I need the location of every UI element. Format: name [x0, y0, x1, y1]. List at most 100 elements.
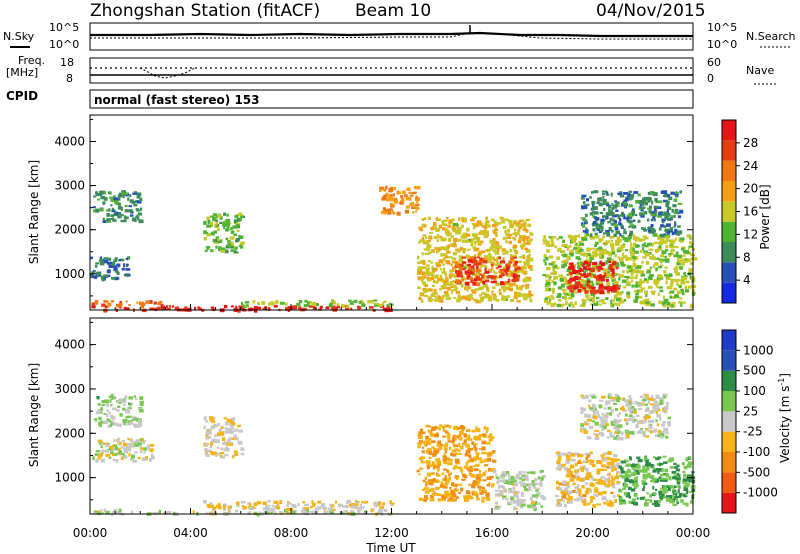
velocity-cell [635, 418, 638, 422]
velocity-cell [357, 509, 361, 514]
power-cell [542, 239, 548, 242]
velocity-cell [668, 497, 673, 501]
velocity-cell [625, 422, 629, 425]
power-cell [103, 259, 108, 264]
power-cell [495, 282, 500, 286]
velocity-cell [646, 415, 651, 419]
velocity-cell [134, 397, 138, 400]
power-cell [629, 247, 634, 250]
velocity-cell [448, 497, 454, 500]
velocity-cell [488, 434, 493, 437]
velocity-cell [532, 484, 536, 487]
velocity-cell [589, 489, 592, 493]
power-cell [528, 253, 531, 257]
power-cell [628, 220, 633, 224]
power-cell [113, 259, 118, 263]
velocity-cell [608, 472, 611, 477]
velocity-cell [668, 476, 672, 481]
velocity-cell [474, 468, 478, 471]
velocity-cell [569, 466, 575, 469]
velocity-cell [663, 479, 668, 482]
power-cell [493, 220, 497, 224]
velocity-cell [108, 420, 112, 423]
velocity-colorbar-label-main: Velocity [m s [778, 386, 792, 463]
velocity-cell [566, 456, 570, 459]
power-cell [595, 265, 599, 269]
power-cell [93, 195, 97, 198]
power-cell [674, 270, 678, 273]
velocity-cell [428, 451, 433, 455]
power-cell [651, 200, 654, 205]
velocity-cell [311, 500, 314, 504]
power-cell [481, 232, 485, 236]
velocity-cell [106, 409, 109, 413]
velocity-cell [601, 496, 607, 501]
velocity-cell [614, 499, 617, 503]
velocity-cell [575, 486, 580, 490]
power-cell [118, 259, 121, 262]
velocity-cell [317, 500, 322, 504]
power-cell [572, 270, 577, 275]
velocity-cell [346, 511, 351, 514]
power-cell [610, 304, 613, 307]
power-cell [585, 213, 588, 218]
power-cell [383, 300, 387, 303]
power-cell [667, 213, 670, 217]
velocity-cell [690, 474, 693, 477]
power-cell [583, 284, 588, 287]
power-cell [434, 299, 439, 302]
velocity-cell [636, 414, 640, 417]
power-cell [687, 251, 690, 255]
velocity-cell [491, 484, 494, 488]
velocity-cell [680, 499, 684, 503]
power-cell [572, 288, 577, 291]
power-cell [465, 296, 470, 301]
power-cell [507, 272, 511, 275]
power-cell [586, 232, 589, 237]
power-cell [268, 307, 271, 310]
velocity-cell [95, 450, 101, 453]
power-cell [485, 249, 488, 252]
velocity-cell [573, 498, 577, 502]
velocity-cell [662, 485, 665, 489]
velocity-cell [116, 510, 121, 515]
velocity-cell [131, 416, 137, 420]
power-cell [99, 208, 104, 211]
velocity-cell [585, 472, 591, 476]
power-cell [596, 300, 599, 305]
power-cell [656, 206, 662, 209]
velocity-cell [593, 433, 598, 436]
power-cell [272, 302, 275, 306]
velocity-cell [105, 413, 109, 417]
velocity-cell [98, 454, 103, 458]
velocity-cell [220, 426, 224, 429]
power-cell [419, 260, 423, 264]
velocity-cell [203, 500, 207, 504]
power-cell [567, 286, 573, 290]
power-cell [580, 253, 583, 256]
power-cell [184, 306, 188, 309]
velocity-cell [140, 438, 143, 442]
power-cell [489, 246, 495, 249]
velocity-cell [216, 446, 220, 449]
power-cell [114, 270, 119, 273]
velocity-cell [614, 393, 619, 396]
velocity-cell [597, 414, 600, 418]
power-cell [125, 263, 129, 267]
velocity-cell [643, 458, 648, 462]
velocity-cell [117, 448, 121, 451]
velocity-cell [522, 474, 526, 477]
velocity-cell [131, 510, 134, 515]
power-cell [431, 276, 435, 281]
velocity-colorbar-tick-label: 100 [743, 384, 766, 398]
power-cell [296, 302, 301, 307]
power-cell [223, 227, 226, 230]
power-cell [113, 266, 118, 270]
velocity-cell [226, 418, 232, 423]
power-cell [441, 223, 446, 226]
power-cell [108, 274, 111, 278]
power-cell [405, 205, 410, 209]
power-cell [667, 217, 672, 221]
velocity-cell [577, 483, 580, 487]
power-cell [157, 301, 161, 306]
